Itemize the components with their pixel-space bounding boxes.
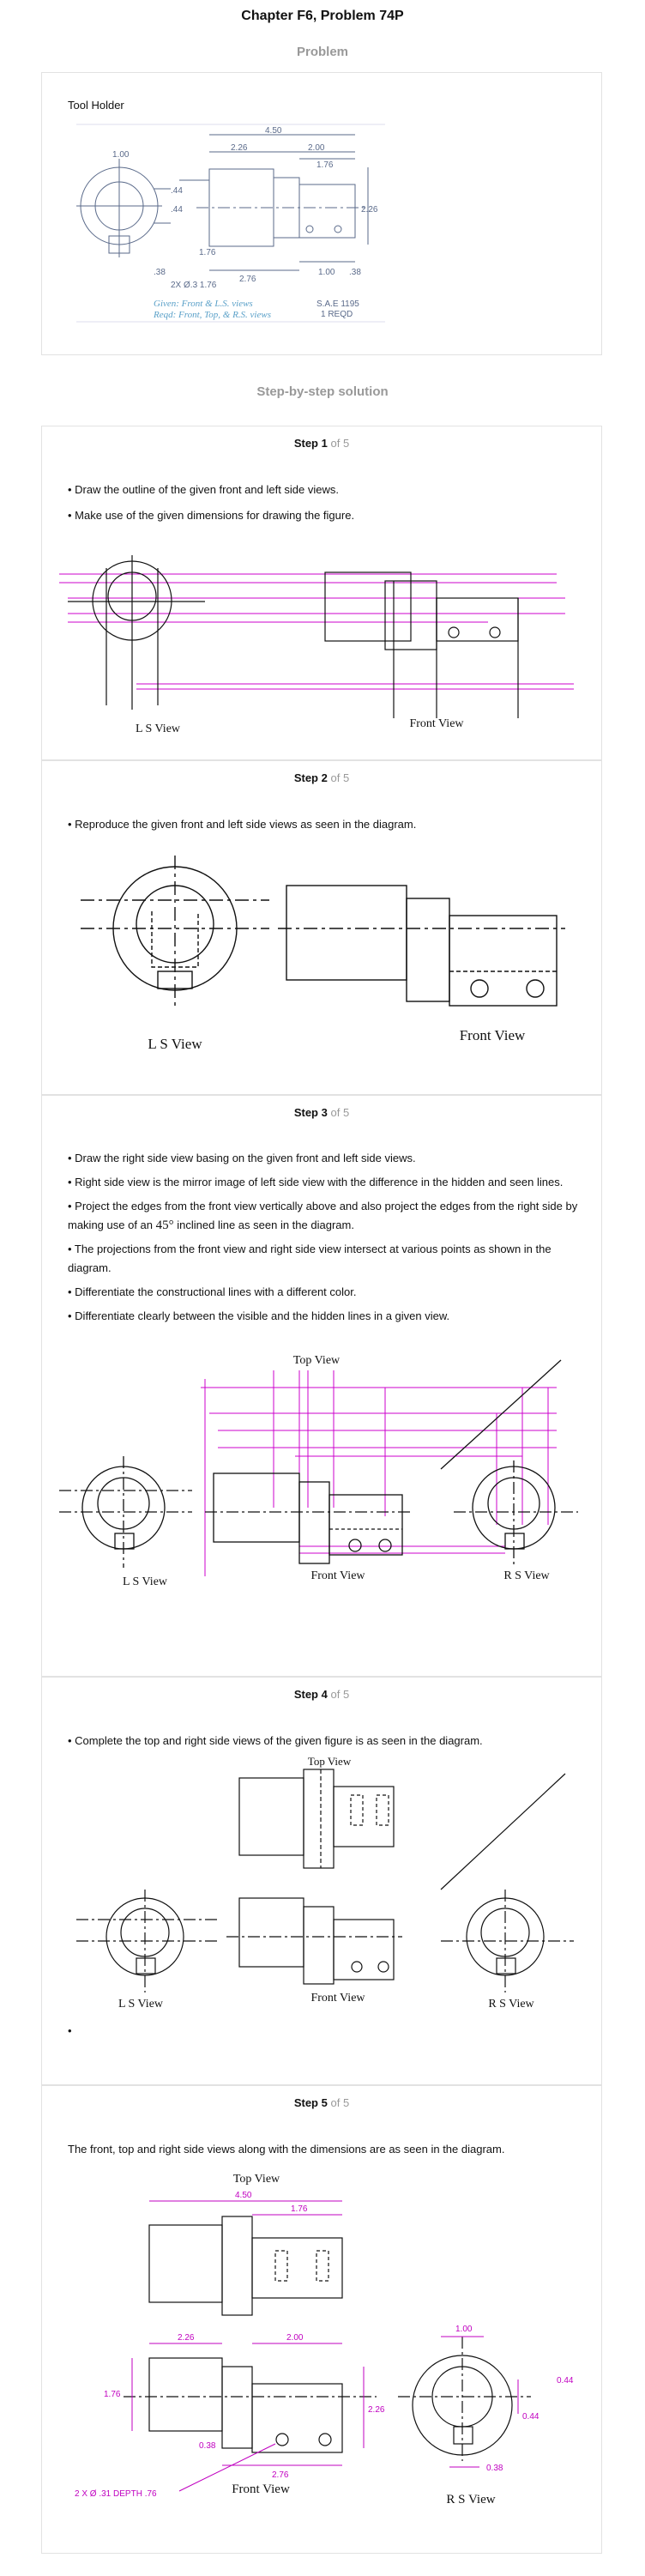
svg-text:2X Ø.3 1.76: 2X Ø.3 1.76 <box>171 281 217 290</box>
svg-text:2.26: 2.26 <box>361 205 378 215</box>
step1-figure: L S View Front View <box>59 555 574 735</box>
step2-figure: L S View Front View <box>81 856 565 1052</box>
svg-text:2.00: 2.00 <box>308 143 325 153</box>
svg-text:2.76: 2.76 <box>239 275 256 284</box>
svg-text:.44: .44 <box>171 205 183 215</box>
step-card-4: Step 4 of 5 • Complete the top and right… <box>41 1677 602 2085</box>
step4-figure: Top View L S View Front View R S View <box>76 1755 574 2011</box>
svg-text:1.00: 1.00 <box>318 268 335 277</box>
svg-text:Reqd: Front, Top, & R.S. views: Reqd: Front, Top, & R.S. views <box>153 310 271 320</box>
page-title: Chapter F6, Problem 74P <box>241 9 404 23</box>
front-view-label: Front View <box>460 1027 526 1043</box>
step-bullets: • Reproduce the given front and left sid… <box>68 818 417 831</box>
svg-text:0.44: 0.44 <box>557 2376 574 2386</box>
front-view-label: Front View <box>310 1992 365 2005</box>
front-view-label: Front View <box>310 1569 365 1582</box>
step-label: Step 1 of 5 <box>293 437 350 450</box>
solution-heading: Step-by-step solution <box>256 384 389 399</box>
top-view-label: Top View <box>233 2173 280 2186</box>
step-bullets: • Draw the right side view basing on the… <box>68 1152 578 1322</box>
problem-card: Tool Holder 4.5 <box>41 72 602 355</box>
svg-text:S.A.E 1195: S.A.E 1195 <box>316 299 359 309</box>
ls-view-label: L S View <box>136 723 181 735</box>
step3-figure: Top View L S View Front View R S View <box>59 1354 578 1588</box>
svg-text:2.26: 2.26 <box>368 2405 385 2415</box>
top-view-label: Top View <box>293 1354 341 1367</box>
svg-text:.38: .38 <box>154 268 166 277</box>
svg-text:2.26: 2.26 <box>178 2333 195 2343</box>
step-empty-bullet: • <box>68 2024 72 2037</box>
step-card-2: Step 2 of 5 • Reproduce the given front … <box>41 760 602 1095</box>
angle-value: 45° <box>155 1218 174 1232</box>
svg-text:4.50: 4.50 <box>265 126 282 136</box>
step-card-3: Step 3 of 5 • Draw the right side view b… <box>41 1095 602 1677</box>
svg-text:1.00: 1.00 <box>112 150 130 160</box>
ls-view-label: L S View <box>148 1036 202 1052</box>
rs-view-label: R S View <box>503 1569 550 1582</box>
step-card-1: Step 1 of 5 • Draw the outline of the gi… <box>41 426 602 760</box>
rs-view-label: R S View <box>488 1998 534 2011</box>
svg-text:1 REQD: 1 REQD <box>321 310 353 319</box>
svg-text:2.00: 2.00 <box>286 2333 304 2343</box>
front-view-label: Front View <box>232 2482 290 2496</box>
step-label: Step 4 of 5 <box>293 1688 350 1701</box>
svg-text:1.76: 1.76 <box>104 2390 121 2399</box>
svg-text:1.76: 1.76 <box>291 2204 308 2214</box>
step-card-5: Step 5 of 5 The front, top and right sid… <box>41 2085 602 2554</box>
front-view-label: Front View <box>409 717 464 730</box>
step5-figure: Top View Front View R S View 4.50 1.76 2… <box>75 2173 574 2506</box>
svg-text:.38: .38 <box>349 268 361 277</box>
step-bullets: • Complete the top and right side views … <box>68 1734 483 1747</box>
problem-sketch: 4.50 2.26 2.00 1.76 1.00 .44 .44 2.26 1.… <box>76 124 385 323</box>
svg-text:0.38: 0.38 <box>486 2464 503 2473</box>
svg-text:0.44: 0.44 <box>522 2412 540 2422</box>
svg-text:1.76: 1.76 <box>316 160 334 170</box>
svg-text:.44: .44 <box>171 186 183 196</box>
svg-text:0.38: 0.38 <box>199 2441 216 2451</box>
svg-text:1.76: 1.76 <box>199 248 216 257</box>
ls-view-label: L S View <box>118 1998 164 2011</box>
svg-text:Given: Front & L.S. views: Given: Front & L.S. views <box>154 299 253 309</box>
problem-heading: Problem <box>296 45 348 59</box>
rs-view-label: R S View <box>446 2493 495 2506</box>
svg-text:2.76: 2.76 <box>272 2470 289 2480</box>
problem-label: Tool Holder <box>68 99 124 112</box>
svg-text:1.00: 1.00 <box>455 2325 473 2334</box>
step-label: Step 2 of 5 <box>293 771 350 784</box>
top-view-label: Top View <box>308 1755 352 1768</box>
step-label: Step 3 of 5 <box>293 1106 350 1119</box>
ls-view-label: L S View <box>123 1575 168 1588</box>
step-bullets: • Draw the outline of the given front an… <box>68 483 355 522</box>
svg-text:2.26: 2.26 <box>231 143 248 153</box>
svg-text:2 X Ø .31 DEPTH .76: 2 X Ø .31 DEPTH .76 <box>75 2489 157 2499</box>
step-bullets: The front, top and right side views alon… <box>68 2143 505 2156</box>
svg-text:4.50: 4.50 <box>235 2191 252 2200</box>
step-label: Step 5 of 5 <box>293 2096 350 2109</box>
